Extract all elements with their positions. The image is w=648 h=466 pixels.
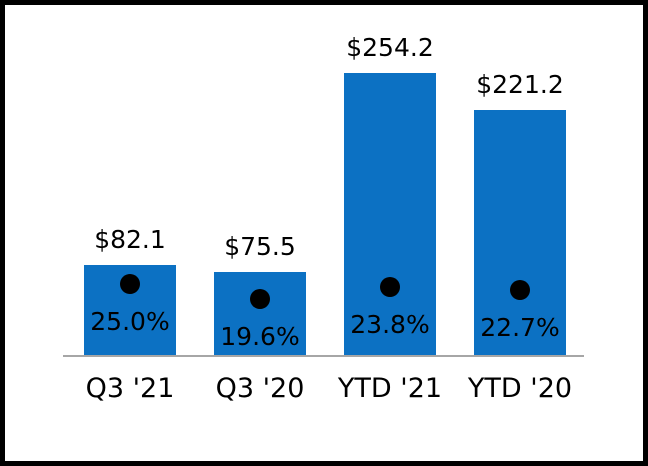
x-axis-line: [63, 355, 584, 357]
x-axis-label-ytd-20: YTD '20: [467, 373, 573, 404]
bar-value-label: $75.5: [224, 232, 296, 261]
percent-dot: [380, 276, 400, 297]
x-axis-label-ytd-21: YTD '21: [337, 373, 443, 404]
bar-value-label: $82.1: [94, 225, 166, 254]
percent-label: 22.7%: [480, 313, 560, 343]
percent-dot: [250, 289, 270, 310]
percent-dot: [510, 280, 530, 301]
percent-label: 23.8%: [350, 309, 430, 339]
bar-value-label: $221.2: [476, 70, 564, 99]
bar-ytd-21: [344, 73, 436, 356]
percent-label: 19.6%: [220, 322, 300, 352]
percent-label: 25.0%: [90, 306, 170, 336]
bar-ytd-20: [474, 110, 566, 356]
bar-chart: $82.1 25.0% Q3 '21 $75.5 19.6% Q3 '20 $254.2 23…: [5, 5, 643, 461]
x-axis-label-q3-21: Q3 '21: [85, 373, 175, 404]
percent-dot: [120, 273, 140, 294]
x-axis-label-q3-20: Q3 '20: [215, 373, 305, 404]
bar-value-label: $254.2: [346, 33, 434, 62]
bar-q3-20: [214, 272, 306, 356]
